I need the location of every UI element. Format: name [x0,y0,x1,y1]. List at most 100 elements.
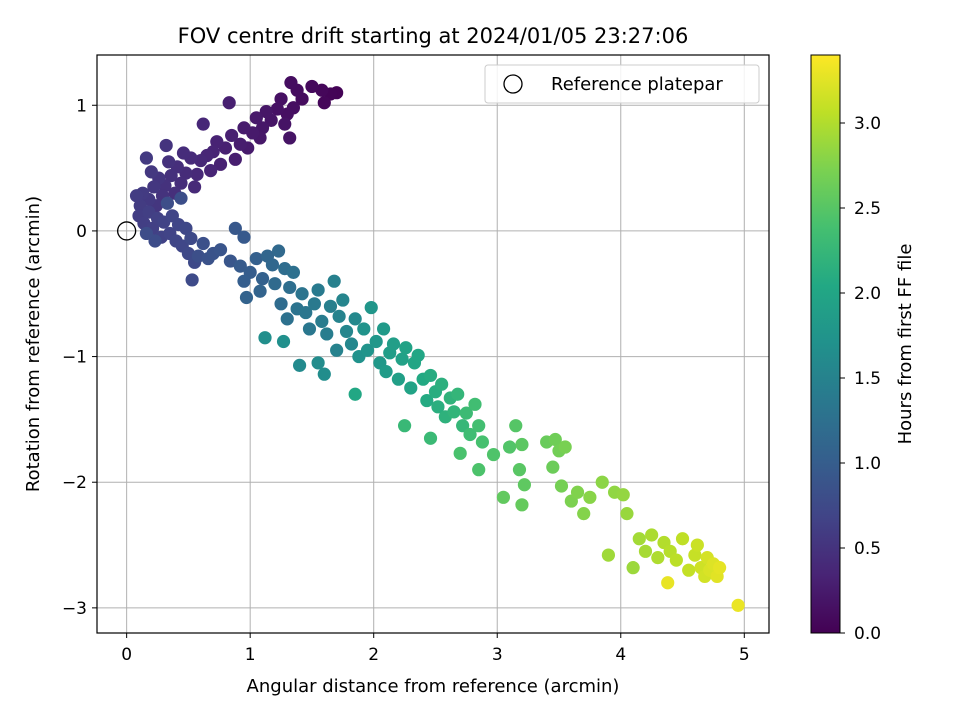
data-point [515,498,529,512]
data-point [184,231,198,246]
data-point [274,297,288,311]
data-point [228,152,242,166]
colorbar-tick-label: 0.5 [854,539,881,559]
data-point [669,553,683,567]
data-point [185,273,199,287]
data-point [164,169,178,183]
data-point [315,314,329,328]
colorbar-tick-label: 1.0 [854,454,881,474]
data-point [601,548,616,562]
data-point [435,377,449,391]
data-point [447,405,461,419]
y-axis-ticks: −3 −2 −1 0 1 [62,96,97,619]
legend: Reference platepar [484,64,760,104]
plot-frame [96,54,770,634]
data-point [311,356,325,370]
colorbar-tick-label: 0.0 [854,624,881,644]
colorbar [810,54,841,634]
data-point [463,427,477,442]
colorbar-ticks: 0.0 0.5 1.0 1.5 2.0 2.5 3.0 [840,114,881,644]
data-point [176,146,191,160]
data-point [144,165,158,179]
data-point [162,155,176,169]
data-point [577,507,591,521]
data-point [548,432,562,447]
data-point [317,367,331,381]
data-point [620,507,634,521]
data-point [191,249,205,263]
data-point [270,102,284,116]
x-tick-label: 4 [615,645,626,665]
data-point [174,191,188,205]
data-point [517,478,532,492]
data-point [348,312,362,326]
data-point [546,460,560,474]
data-point [376,322,391,336]
data-point [159,138,173,153]
data-point [222,96,236,110]
data-point [675,532,690,546]
data-point [228,221,242,235]
data-point [645,528,659,542]
x-tick-label: 0 [121,645,132,665]
data-point [302,322,317,336]
data-point [139,226,154,241]
data-point [404,381,418,395]
colorbar-tick-label: 2.0 [854,284,881,304]
data-point [682,563,696,577]
data-point [399,341,413,355]
data-point [274,92,288,106]
data-point [237,274,251,288]
data-point [386,337,401,351]
x-axis-label: Angular distance from reference (arcmin) [247,676,620,697]
x-tick-label: 2 [368,645,379,665]
chart-title: FOV centre drift starting at 2024/01/05 … [178,24,689,48]
data-point [456,419,470,433]
data-point [688,548,702,562]
data-point [280,107,294,121]
y-axis-label: Rotation from reference (arcmin) [23,196,44,492]
data-point [595,475,609,489]
data-point [147,180,161,194]
data-point [233,137,247,151]
data-point [554,479,569,493]
data-point [286,265,301,279]
data-point [431,400,445,414]
data-point [336,293,350,307]
data-point [475,435,490,449]
data-point [468,397,482,411]
data-point [661,576,675,590]
data-point [237,121,251,135]
y-tick-label: 1 [76,96,87,116]
data-point [292,358,307,372]
data-point [632,532,646,546]
data-point [472,463,486,477]
legend-marker-icon [503,74,523,94]
data-point [616,488,630,502]
data-point [512,463,527,477]
y-tick-label: −3 [62,599,87,619]
data-point [190,167,204,181]
data-point [472,419,486,433]
data-point [284,76,298,90]
data-point [196,236,210,251]
data-point [690,538,704,552]
data-point [496,490,511,504]
data-point [249,111,263,125]
data-point [731,598,745,612]
colorbar-tick-label: 2.5 [854,199,881,219]
data-point [174,176,188,190]
data-point [258,331,272,345]
data-point [225,128,239,143]
data-point [327,274,341,288]
data-point [515,437,529,452]
data-point [271,244,286,258]
data-point [265,258,280,272]
data-point [317,96,331,110]
data-point [255,272,270,286]
data-point [249,251,263,266]
data-point [268,277,282,291]
data-point [305,79,319,94]
data-point [423,368,438,383]
